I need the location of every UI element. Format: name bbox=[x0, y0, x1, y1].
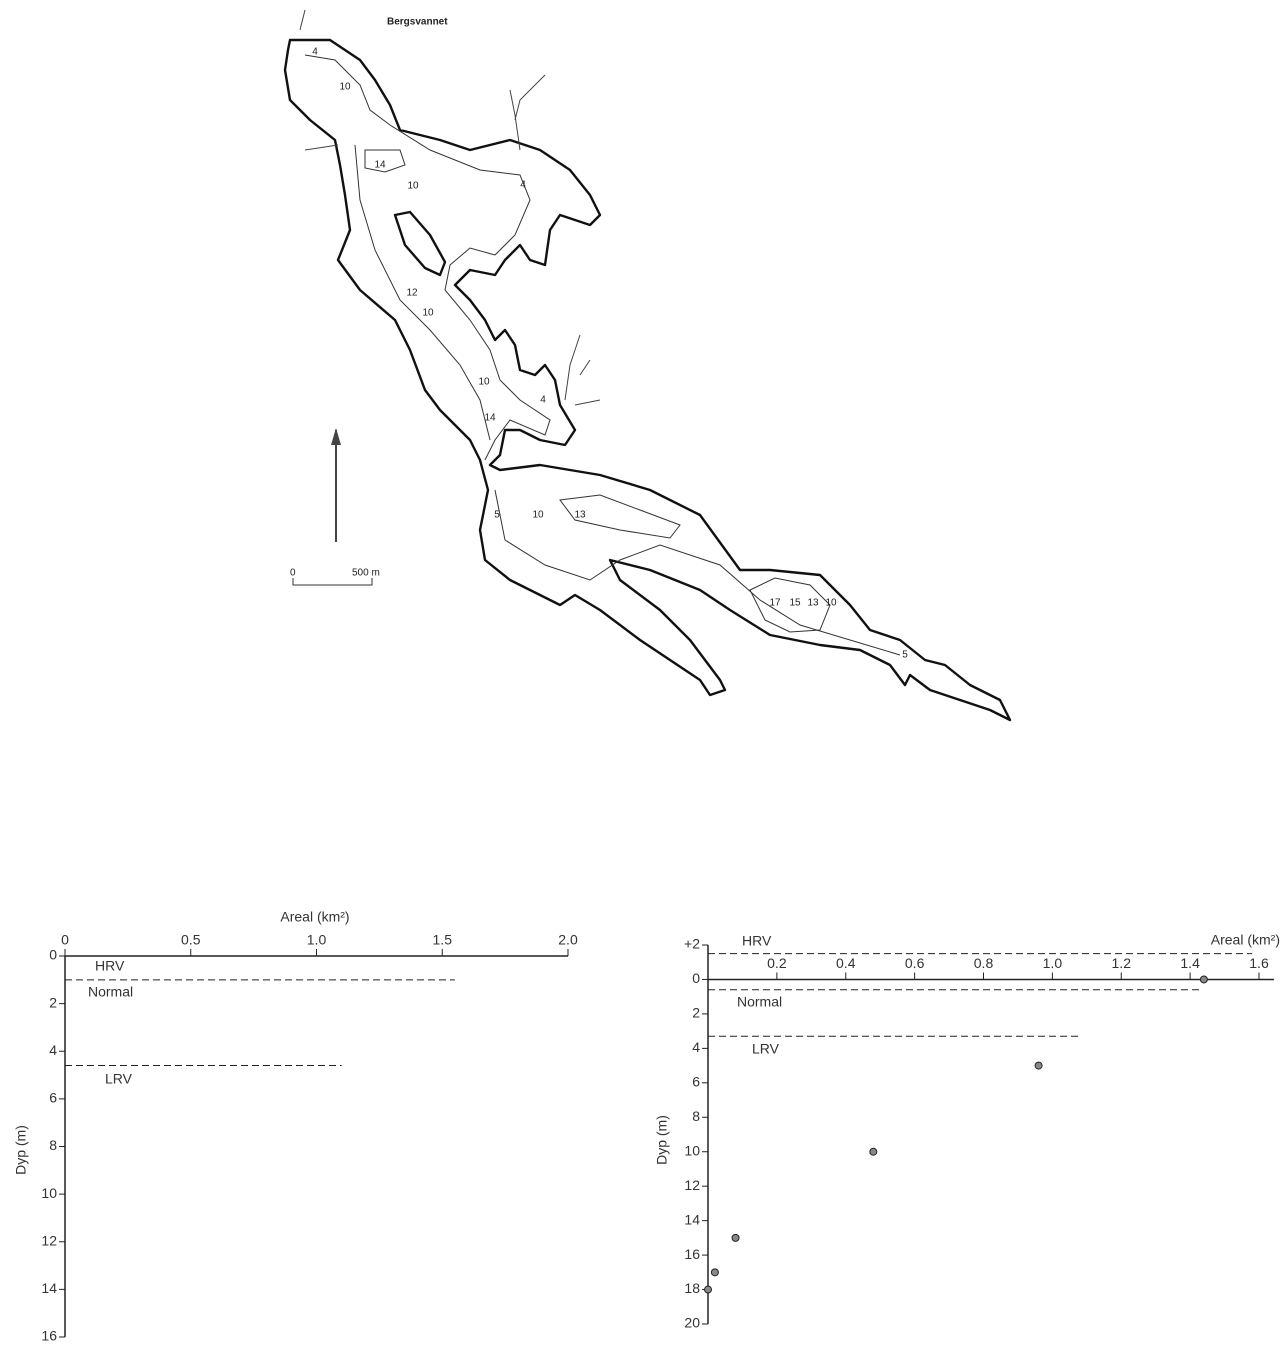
y-tick-label: 14 bbox=[41, 1280, 57, 1296]
x-tick-label: 0.2 bbox=[767, 955, 787, 971]
contour-line bbox=[304, 54, 551, 461]
contour-line bbox=[364, 149, 406, 173]
data-point bbox=[710, 1268, 719, 1277]
y-tick-label: 12 bbox=[41, 1232, 57, 1248]
y-tick-label: 20 bbox=[684, 1315, 700, 1331]
contour-label: 4 bbox=[312, 47, 318, 58]
contour-label: 5 bbox=[902, 650, 908, 661]
x-tick-label: 1.0 bbox=[307, 932, 327, 948]
x-tick-label: 1.4 bbox=[1180, 955, 1200, 971]
annotation: LRV bbox=[105, 1071, 133, 1087]
contour-line bbox=[354, 144, 491, 441]
contour-label: 13 bbox=[807, 598, 819, 609]
annotation: HRV bbox=[742, 933, 772, 949]
scale-label: 500 m bbox=[352, 568, 380, 579]
y-tick-label: 10 bbox=[684, 1142, 700, 1158]
contour-label: 15 bbox=[789, 598, 801, 609]
data-point bbox=[731, 1233, 740, 1242]
stream bbox=[299, 9, 601, 406]
x-tick-label: 1.0 bbox=[1043, 955, 1063, 971]
scale-label: 0 bbox=[290, 568, 296, 579]
y-tick-label: 0 bbox=[692, 970, 700, 986]
x-tick-label: 1.6 bbox=[1249, 955, 1269, 971]
annotation: Normal bbox=[88, 984, 133, 1000]
contour-label: 13 bbox=[574, 510, 586, 521]
y-tick-label: 4 bbox=[692, 1039, 700, 1055]
contour-label: 10 bbox=[825, 598, 837, 609]
scale-bar bbox=[292, 578, 373, 586]
island bbox=[393, 210, 447, 277]
contour-label: 14 bbox=[484, 413, 496, 424]
map-title: Bergsvannet bbox=[387, 17, 448, 28]
data-point bbox=[1199, 975, 1208, 984]
x-tick-label: 0.4 bbox=[836, 955, 856, 971]
annotation: LRV bbox=[752, 1041, 780, 1057]
contour-label: 4 bbox=[520, 180, 526, 191]
y-tick-label: 18 bbox=[684, 1280, 700, 1296]
y-axis-label: Dyp (m) bbox=[13, 1125, 29, 1175]
y-axis-label: Dyp (m) bbox=[654, 1115, 670, 1165]
y-tick-label: 8 bbox=[49, 1137, 57, 1153]
y-tick-label: 10 bbox=[41, 1185, 57, 1201]
contour-label: 4 bbox=[540, 395, 546, 406]
x-tick-label: 0.6 bbox=[905, 955, 925, 971]
x-axis-label: Areal (km²) bbox=[280, 909, 349, 925]
y-tick-label: 2 bbox=[49, 994, 57, 1010]
data-point bbox=[869, 1147, 878, 1156]
contour-label: 10 bbox=[478, 377, 490, 388]
y-tick-label: 6 bbox=[692, 1074, 700, 1090]
map: Bergsvannet 0 500 m bbox=[283, 9, 1012, 722]
y-tick-label: 16 bbox=[684, 1246, 700, 1262]
x-tick-label: 2.0 bbox=[558, 932, 578, 948]
contour-label: 14 bbox=[374, 160, 386, 171]
contour-label: 5 bbox=[494, 510, 500, 521]
x-tick-label: 1.5 bbox=[433, 932, 453, 948]
y-tick-label: +2 bbox=[684, 936, 700, 952]
contour-label: 12 bbox=[406, 288, 418, 299]
contour-line bbox=[559, 494, 681, 539]
y-tick-label: 0 bbox=[49, 947, 57, 963]
y-tick-label: 2 bbox=[692, 1005, 700, 1021]
contour-label: 10 bbox=[407, 181, 419, 192]
y-tick-label: 8 bbox=[692, 1108, 700, 1124]
x-tick-label: 0.5 bbox=[181, 932, 201, 948]
contour-label: 10 bbox=[339, 82, 351, 93]
x-tick-label: 0.8 bbox=[974, 955, 994, 971]
y-tick-label: 16 bbox=[41, 1328, 57, 1344]
y-tick-label: 14 bbox=[684, 1211, 700, 1227]
x-tick-label: 1.2 bbox=[1112, 955, 1132, 971]
lake-outline bbox=[283, 38, 1012, 722]
contour-label: 17 bbox=[769, 598, 781, 609]
y-tick-label: 4 bbox=[49, 1042, 57, 1058]
north-arrow bbox=[331, 428, 341, 542]
data-point bbox=[1034, 1061, 1043, 1070]
contour-line bbox=[749, 577, 831, 633]
contour-label: 10 bbox=[532, 510, 544, 521]
x-tick-label: 0 bbox=[61, 932, 69, 948]
contour-label: 10 bbox=[422, 308, 434, 319]
data-point bbox=[704, 1285, 712, 1294]
annotation: HRV bbox=[95, 958, 125, 974]
annotation: Normal bbox=[737, 994, 782, 1010]
y-tick-label: 6 bbox=[49, 1090, 57, 1106]
x-axis-label: Areal (km²) bbox=[1211, 932, 1280, 948]
y-tick-label: 12 bbox=[684, 1177, 700, 1193]
